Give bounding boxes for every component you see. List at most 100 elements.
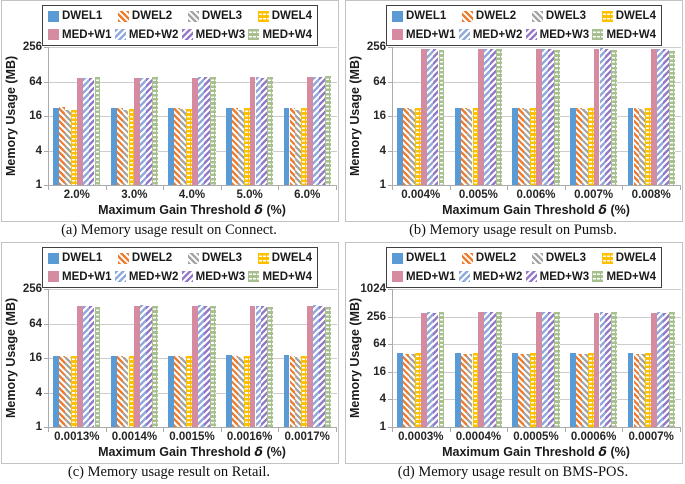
x-tick-mark: [105, 186, 107, 190]
legend-row-2: MED+W1 MED+W2 MED+W3 MED+W4: [48, 271, 312, 283]
bar-medw3-0.0017%: [319, 305, 325, 427]
bar-medw4-0.0013%: [94, 306, 101, 427]
bar-dwel4-5.0%: [243, 108, 250, 185]
y-axis-title: Memory Usage (MB): [4, 55, 18, 177]
bar-dwel4-0.006%: [530, 108, 536, 185]
bar-dwel1-0.0003%: [397, 352, 404, 427]
bar-medw4-0.0014%: [152, 306, 158, 427]
x-tick-mark: [564, 428, 566, 432]
bar-medw3-5.0%: [261, 77, 268, 185]
bar-medw4-0.0003%: [438, 312, 445, 427]
legend-swatch-icon: [48, 29, 59, 41]
bar-dwel2-0.007%: [575, 108, 582, 185]
legend-swatch-icon: [458, 29, 470, 41]
legend-label: DWEL4: [271, 252, 312, 265]
legend-swatch-icon: [458, 271, 470, 283]
legend-entry-medw4: MED+W4: [248, 29, 312, 41]
legend-entry-dwel4: DWEL4: [257, 10, 312, 22]
gridline-y256: [49, 289, 337, 290]
legend-label: MED+W3: [539, 28, 590, 41]
legend-entry-dwel4: DWEL4: [601, 252, 656, 264]
bar-dwel1-0.007%: [570, 108, 576, 185]
x-axis-title-text: Maximum Gain Threshold: [98, 203, 255, 217]
y-tick-mark: [388, 47, 392, 48]
y-tick-label: 16: [29, 110, 42, 122]
legend-label: MED+W4: [606, 28, 656, 41]
y-tick-mark: [44, 358, 48, 359]
bar-dwel3-0.0006%: [581, 353, 588, 427]
y-tick-mark: [388, 81, 392, 83]
bar-dwel2-0.006%: [518, 108, 525, 185]
bar-medw1-0.0017%: [307, 305, 314, 427]
chart-panel-connect: DWEL1 DWEL2 DWEL3 DWEL4 MED+W1 MED+W2 MED+W3 ME…: [1, 0, 343, 242]
bar-dwel2-4.0%: [174, 108, 181, 185]
x-tick-mark: [392, 186, 393, 190]
legend-swatch-icon: [592, 271, 604, 283]
y-tick-label: 4: [35, 386, 42, 399]
legend-entry-medw1: MED+W1: [392, 29, 456, 41]
gridline-y1024: [393, 289, 681, 290]
bar-medw3-0.0005%: [547, 312, 554, 427]
chart-panel-pumsb: DWEL1 DWEL2 DWEL3 DWEL4 MED+W1 MED+W2 MED+W3 ME…: [345, 0, 685, 242]
y-tick-label: 256: [366, 41, 386, 53]
bar-dwel4-2.0%: [70, 110, 77, 185]
bar-medw1-0.005%: [478, 49, 485, 185]
bar-medw4-6.0%: [324, 75, 331, 185]
bar-medw1-0.0003%: [420, 312, 427, 427]
bar-medw3-0.0013%: [88, 306, 95, 427]
bar-dwel3-0.006%: [524, 109, 531, 185]
legend-label: MED+W3: [539, 270, 590, 283]
legend-label: DWEL2: [131, 252, 173, 265]
panel-caption-a: (a) Memory usage result on Connect.: [61, 222, 277, 238]
bar-medw2-0.008%: [657, 48, 663, 185]
legend-label: MED+W1: [62, 270, 112, 283]
bar-dwel1-0.0013%: [53, 355, 60, 427]
bar-dwel1-4.0%: [168, 108, 175, 185]
legend-entry-medw4: MED+W4: [592, 271, 656, 283]
bar-medw4-2.0%: [94, 77, 101, 185]
legend-label: DWEL2: [475, 10, 517, 23]
bar-medw2-0.0017%: [313, 305, 319, 427]
y-tick-label: 4: [379, 144, 386, 157]
panel-caption-b: (b) Memory usage result on Pumsb.: [409, 222, 617, 238]
bar-dwel3-0.0016%: [237, 357, 244, 427]
x-axis-title-text: δ: [598, 202, 607, 217]
bar-medw3-0.0004%: [490, 312, 497, 427]
y-tick-label: 1: [35, 421, 42, 433]
bar-dwel2-0.008%: [633, 108, 640, 185]
bar-medw2-3.0%: [140, 77, 147, 185]
x-tick-mark: [336, 428, 337, 432]
bar-dwel1-6.0%: [283, 108, 290, 185]
bar-dwel4-4.0%: [186, 109, 192, 185]
x-tick-label: 4.0%: [178, 189, 206, 201]
bar-medw2-0.007%: [599, 48, 606, 185]
legend-entry-medw1: MED+W1: [392, 271, 456, 283]
x-tick-mark: [163, 428, 165, 432]
legend-row-2: MED+W1 MED+W2 MED+W3 MED+W4: [392, 29, 656, 41]
y-tick-mark: [44, 185, 48, 186]
bar-dwel4-0.0004%: [472, 353, 479, 427]
legend-label: MED+W1: [62, 28, 112, 41]
legend-label: DWEL1: [62, 10, 103, 23]
y-tick-label: 64: [373, 338, 386, 351]
x-axis-title: Maximum Gain Threshold δ (%): [392, 444, 680, 459]
legend-label: DWEL4: [615, 10, 656, 23]
bar-medw1-0.0014%: [134, 305, 141, 427]
bar-dwel1-0.0016%: [226, 355, 232, 427]
x-axis-title-text: Maximum Gain Threshold: [442, 445, 599, 459]
legend-swatch-icon: [48, 252, 59, 264]
x-tick-mark: [278, 186, 280, 190]
x-tick-label: 5.0%: [236, 189, 263, 201]
bar-dwel4-0.0015%: [186, 356, 192, 427]
bar-dwel1-0.0017%: [283, 355, 290, 427]
bar-dwel1-0.0005%: [512, 352, 519, 427]
x-tick-mark: [163, 186, 165, 190]
y-tick-mark: [44, 81, 48, 83]
panel-caption-d: (d) Memory usage result on BMS-POS.: [397, 464, 629, 480]
bar-medw1-0.0016%: [249, 305, 256, 427]
bar-dwel3-0.0015%: [180, 357, 187, 427]
y-tick-label: 64: [29, 75, 42, 88]
y-tick-label: 256: [22, 283, 42, 295]
legend-entry-medw4: MED+W4: [248, 271, 312, 283]
x-tick-label: 0.0013%: [54, 431, 100, 443]
